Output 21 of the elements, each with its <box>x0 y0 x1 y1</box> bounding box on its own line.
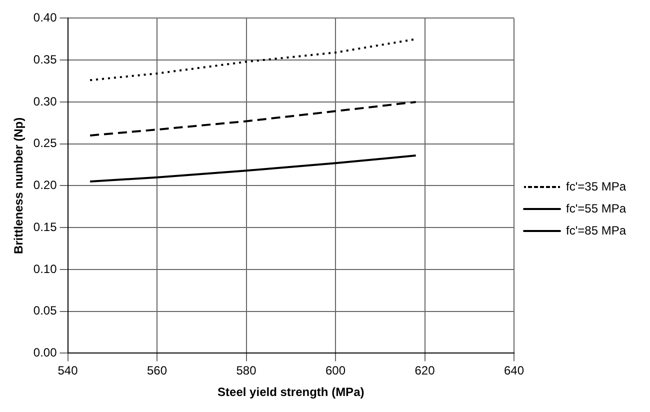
y-tick-label: 0.30 <box>33 94 58 108</box>
y-tick-label: 0.10 <box>33 262 58 276</box>
x-tick-label: 540 <box>58 364 78 378</box>
line-series <box>89 100 417 136</box>
legend-label: fc'=35 MPa <box>566 179 626 194</box>
y-tick-label: 0.20 <box>33 178 58 192</box>
y-tick-label: 0.35 <box>33 52 58 66</box>
x-tick-label: 580 <box>236 364 257 378</box>
y-tick-label: 0.15 <box>33 220 58 234</box>
y-tick-label: 0.00 <box>33 346 58 360</box>
x-tick-label: 560 <box>146 364 168 378</box>
y-tick-label: 0.05 <box>33 304 58 318</box>
x-tick-label: 600 <box>325 364 346 378</box>
x-tick-label: 640 <box>504 364 524 378</box>
x-axis-title: Steel yield strength (MPa) <box>218 385 364 400</box>
legend-label: fc'=85 MPa <box>566 223 626 238</box>
y-axis-title: Brittleness number (Np) <box>12 117 26 254</box>
y-tick-label: 0.40 <box>33 10 58 25</box>
legend-label: fc'=55 MPa <box>566 201 626 216</box>
x-tick-label: 620 <box>414 364 436 378</box>
y-tick-label: 0.25 <box>33 136 58 150</box>
